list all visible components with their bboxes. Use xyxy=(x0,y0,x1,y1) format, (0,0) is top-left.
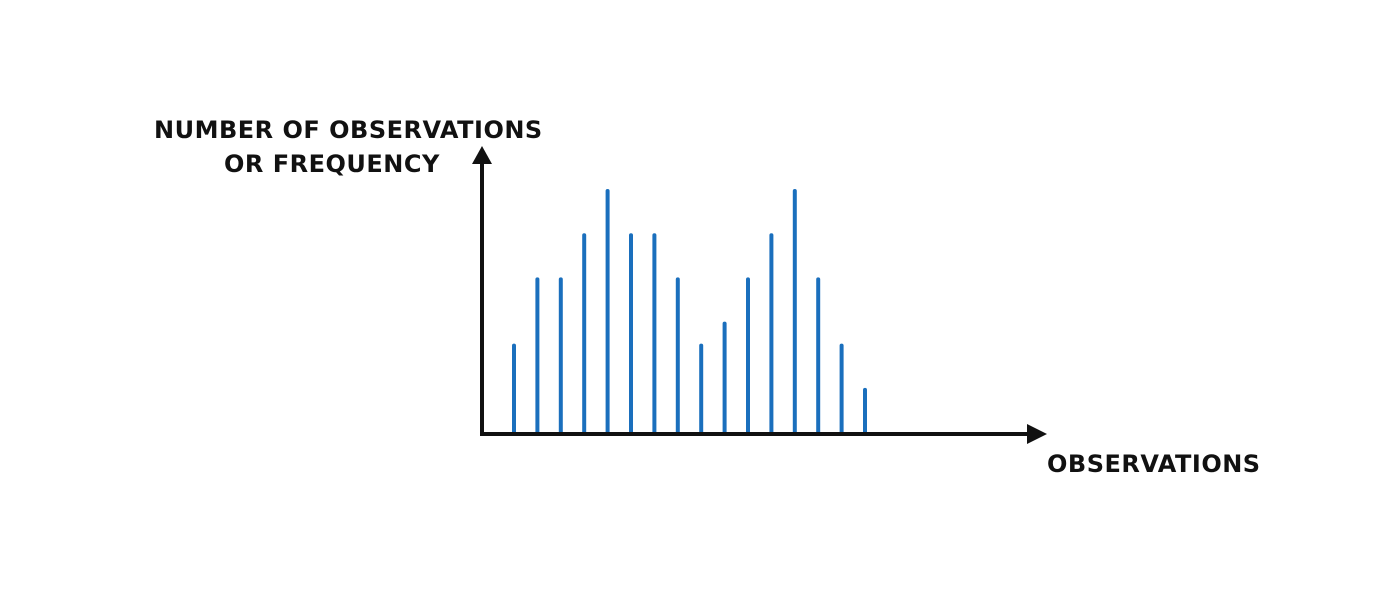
y-axis-label-line-2: OR FREQUENCY xyxy=(224,150,440,178)
x-axis-label: OBSERVATIONS xyxy=(1047,450,1261,478)
y-axis-arrowhead xyxy=(472,146,492,164)
x-axis-arrowhead xyxy=(1027,424,1047,444)
bar-series xyxy=(512,189,867,436)
y-axis-label-line-1: NUMBER OF OBSERVATIONS xyxy=(154,116,543,144)
